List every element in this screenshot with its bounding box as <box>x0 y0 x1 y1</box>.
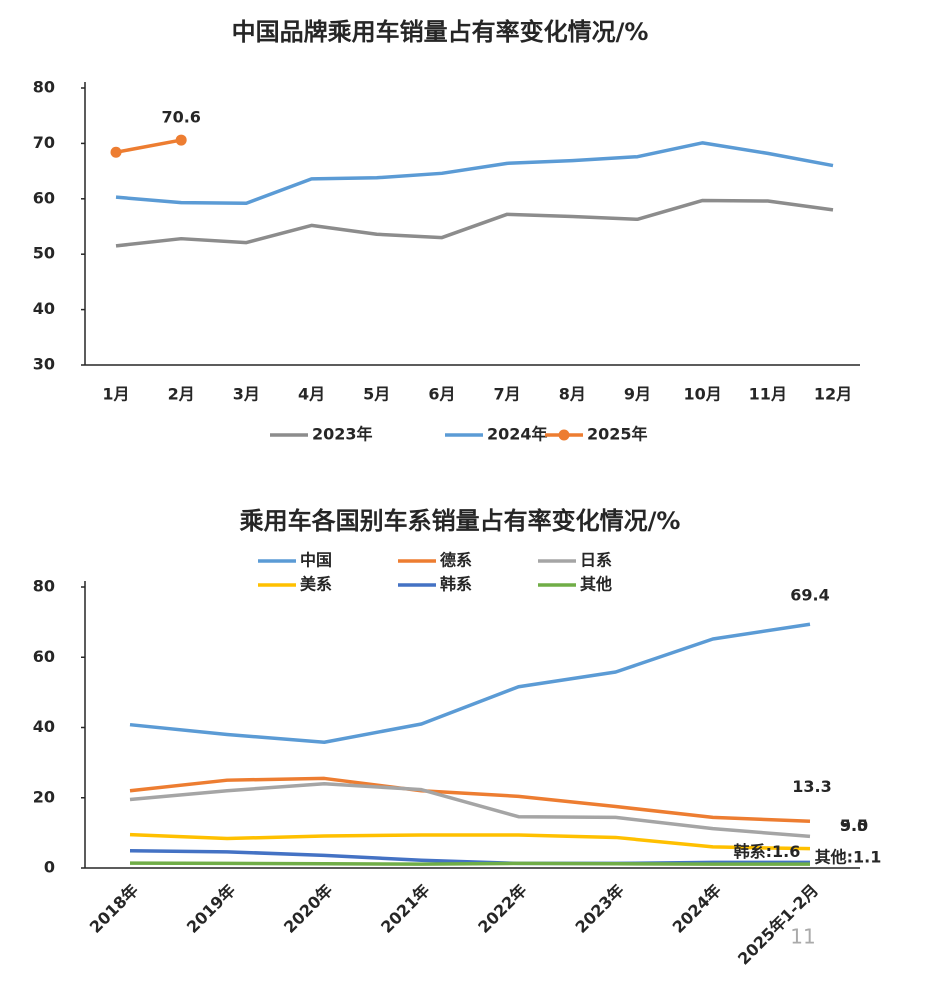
point <box>110 146 122 158</box>
chart-title: 乘用车各国别车系销量占有率变化情况/% <box>239 507 681 535</box>
y-tick-label: 60 <box>33 647 55 666</box>
x-tick-label: 12月 <box>814 385 852 404</box>
series-line <box>115 141 834 205</box>
series-line <box>115 138 182 154</box>
data-label: 5.5 <box>840 816 868 835</box>
y-tick-label: 80 <box>33 577 55 596</box>
y-tick-label: 40 <box>33 717 55 736</box>
series-line <box>129 781 811 839</box>
series-line <box>115 198 834 248</box>
x-tick-label: 5月 <box>363 385 390 404</box>
legend-label: 中国 <box>300 551 332 570</box>
legend-label: 日系 <box>580 551 612 570</box>
legend-label: 2024年 <box>487 425 548 444</box>
data-label: 13.3 <box>792 777 831 796</box>
series-line <box>129 861 810 866</box>
data-label: 其他:1.1 <box>815 848 882 867</box>
y-tick-label: 0 <box>44 858 55 877</box>
data-label: 70.6 <box>161 108 200 127</box>
y-tick-label: 30 <box>33 355 55 374</box>
x-tick-label: 2019年 <box>183 881 239 937</box>
y-tick-label: 40 <box>33 299 55 318</box>
y-tick-label: 70 <box>33 133 55 152</box>
x-tick-label: 1月 <box>102 385 129 404</box>
series-line <box>129 832 811 851</box>
legend-label: 德系 <box>440 551 472 570</box>
series-line <box>129 776 811 824</box>
x-tick-label: 7月 <box>494 385 521 404</box>
x-tick-label: 9月 <box>624 385 651 404</box>
x-tick-label: 2022年 <box>474 881 530 937</box>
x-tick-label: 6月 <box>428 385 455 404</box>
legend-label: 美系 <box>300 575 332 594</box>
x-tick-label: 2024年 <box>669 881 725 937</box>
legend-label: 2023年 <box>312 425 373 444</box>
data-label: 69.4 <box>790 586 829 605</box>
series-line <box>129 622 811 745</box>
y-tick-label: 80 <box>33 78 55 97</box>
data-label: 韩系:1.6 <box>734 842 801 861</box>
point <box>175 134 187 146</box>
page-number: 11 <box>790 925 815 949</box>
x-tick-label: 2023年 <box>571 881 627 937</box>
x-tick-label: 10月 <box>683 385 721 404</box>
x-tick-label: 2021年 <box>377 881 433 937</box>
legend-label: 韩系 <box>440 575 472 594</box>
chart-title: 中国品牌乘用车销量占有率变化情况/% <box>232 18 649 46</box>
y-tick-label: 20 <box>33 787 55 806</box>
x-tick-label: 8月 <box>559 385 586 404</box>
legend-label: 其他 <box>580 575 612 594</box>
series-line <box>129 849 810 866</box>
data-label: 9.0 <box>840 816 868 835</box>
x-tick-label: 11月 <box>749 385 787 404</box>
y-tick-label: 60 <box>33 188 55 207</box>
x-tick-label: 2018年 <box>86 881 142 937</box>
y-tick-label: 50 <box>33 244 55 263</box>
legend-label: 2025年 <box>587 425 648 444</box>
x-tick-label: 3月 <box>233 385 260 404</box>
x-tick-label: 4月 <box>298 385 325 404</box>
x-tick-label: 2020年 <box>280 881 336 937</box>
x-tick-label: 2月 <box>168 385 195 404</box>
legend-marker <box>558 429 570 441</box>
